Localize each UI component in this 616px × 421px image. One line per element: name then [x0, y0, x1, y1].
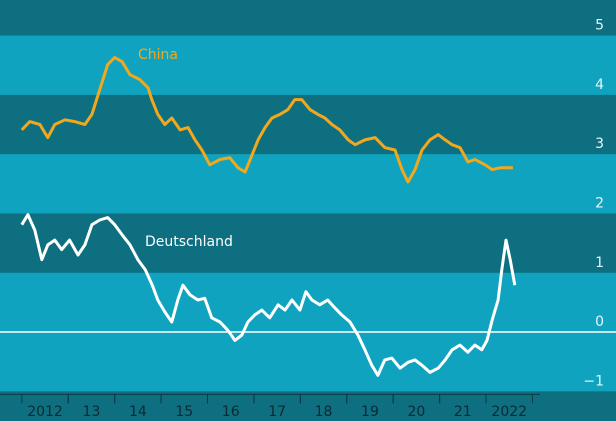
x-tick-label: 13: [83, 404, 101, 420]
x-tick-label: 14: [129, 404, 147, 420]
y-tick-label: −1: [583, 373, 604, 389]
x-tick-label: 15: [175, 404, 193, 420]
y-tick-label: 2: [595, 195, 604, 211]
x-tick-label: 2012: [27, 404, 63, 420]
series-label: Deutschland: [145, 234, 233, 250]
x-tick-label: 2022: [491, 404, 527, 420]
y-tick-label: 5: [595, 18, 604, 34]
x-tick-label: 21: [454, 404, 472, 420]
band: [0, 154, 616, 214]
series-label: China: [138, 47, 178, 63]
series-line: [20, 213, 517, 377]
x-tick-label: 19: [361, 404, 379, 420]
y-tick-label: 1: [595, 255, 604, 271]
band: [0, 332, 616, 392]
y-tick-label: 4: [595, 77, 604, 93]
x-tick-label: 20: [407, 404, 425, 420]
band: [0, 35, 616, 95]
x-tick-label: 16: [222, 404, 240, 420]
band: [0, 272, 616, 333]
x-tick-label: 17: [268, 404, 286, 420]
x-tick-label: 18: [315, 404, 333, 420]
y-tick-label: 3: [595, 136, 604, 152]
series-line: [20, 56, 513, 184]
y-tick-label: 0: [595, 314, 604, 330]
